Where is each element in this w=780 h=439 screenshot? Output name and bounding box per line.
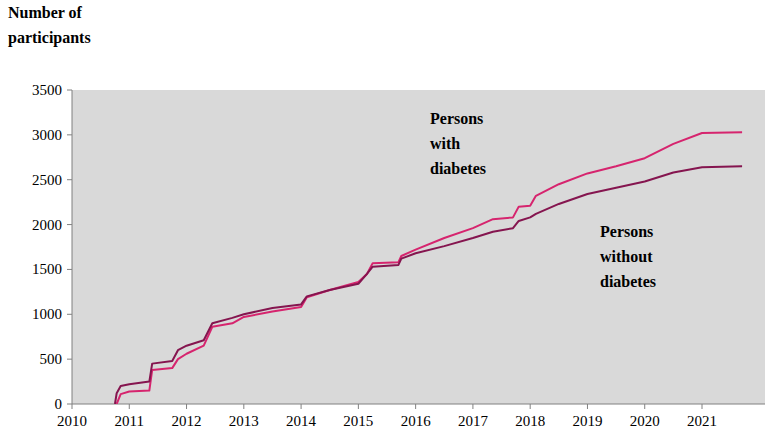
x-tick — [587, 404, 588, 409]
series-group — [115, 132, 742, 404]
x-tick-label: 2019 — [572, 413, 602, 429]
x-tick — [129, 404, 130, 409]
x-tick-label: 2016 — [401, 413, 432, 429]
x-tick-label: 2014 — [286, 413, 317, 429]
x-tick — [186, 404, 187, 409]
x-tick — [72, 404, 73, 409]
x-tick — [644, 404, 645, 409]
y-tick-label: 1500 — [32, 261, 62, 277]
y-tick — [67, 404, 72, 405]
x-tick — [243, 404, 244, 409]
x-tick — [702, 404, 703, 409]
x-tick — [472, 404, 473, 409]
y-tick-label: 3000 — [32, 127, 62, 143]
x-tick-label: 2012 — [172, 413, 202, 429]
y-tick-label: 2500 — [32, 172, 62, 188]
x-tick-label: 2018 — [515, 413, 545, 429]
y-axis-line — [72, 90, 73, 404]
x-tick-label: 2011 — [115, 413, 144, 429]
y-tick — [67, 359, 72, 360]
series-line — [117, 132, 742, 404]
x-tick — [415, 404, 416, 409]
series-label: Personswithdiabetes — [430, 110, 486, 177]
y-tick-label: 500 — [40, 351, 63, 367]
x-tick — [530, 404, 531, 409]
y-tick — [67, 90, 72, 91]
y-tick — [67, 269, 72, 270]
y-axis-title: Number ofparticipants — [8, 4, 91, 47]
x-tick — [301, 404, 302, 409]
x-tick-label: 2010 — [57, 413, 87, 429]
y-tick-label: 2000 — [32, 217, 62, 233]
y-tick-label: 0 — [55, 396, 63, 412]
y-tick-label: 3500 — [32, 82, 62, 98]
chart: Number ofparticipants 0 500 1000 1500 2000 250… — [0, 0, 780, 439]
x-tick-label: 2020 — [630, 413, 660, 429]
y-tick — [67, 179, 72, 180]
series-label: Personswithoutdiabetes — [600, 223, 656, 290]
plot-area — [72, 90, 765, 404]
x-tick — [358, 404, 359, 409]
y-tick — [67, 314, 72, 315]
y-tick-label: 1000 — [32, 306, 62, 322]
y-tick — [67, 224, 72, 225]
x-tick-label: 2021 — [687, 413, 717, 429]
x-tick-label: 2013 — [229, 413, 259, 429]
x-tick-label: 2015 — [343, 413, 373, 429]
y-tick — [67, 134, 72, 135]
x-tick-label: 2017 — [458, 413, 489, 429]
x-axis-line — [72, 404, 765, 405]
series-line — [115, 166, 742, 404]
